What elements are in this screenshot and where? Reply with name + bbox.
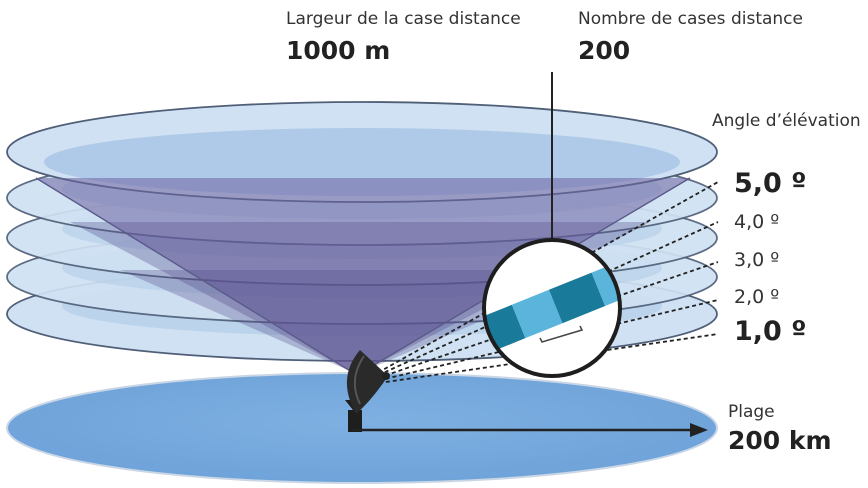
bin-width-value: 1000 m: [286, 36, 391, 65]
range-value: 200 km: [728, 426, 832, 455]
bin-count-title: Nombre de cases distance: [578, 9, 803, 29]
radar-dish-icon: [345, 350, 390, 432]
range-title: Plage: [728, 402, 775, 422]
bin-width-title: Largeur de la case distance: [286, 9, 521, 29]
elevation-label-4: 4,0 º: [734, 211, 780, 233]
bin-count-value: 200: [578, 36, 631, 65]
elevation-label-1: 1,0 º: [734, 316, 807, 347]
elevation-label-5: 5,0 º: [734, 168, 807, 199]
elevation-label-2: 2,0 º: [734, 286, 780, 308]
elevation-label-3: 3,0 º: [734, 249, 780, 271]
bin-bracket: [539, 325, 584, 343]
elevation-title: Angle d’élévation: [712, 111, 861, 131]
range-arrow: [352, 423, 708, 437]
magnifier-inset-icon: [482, 238, 622, 378]
